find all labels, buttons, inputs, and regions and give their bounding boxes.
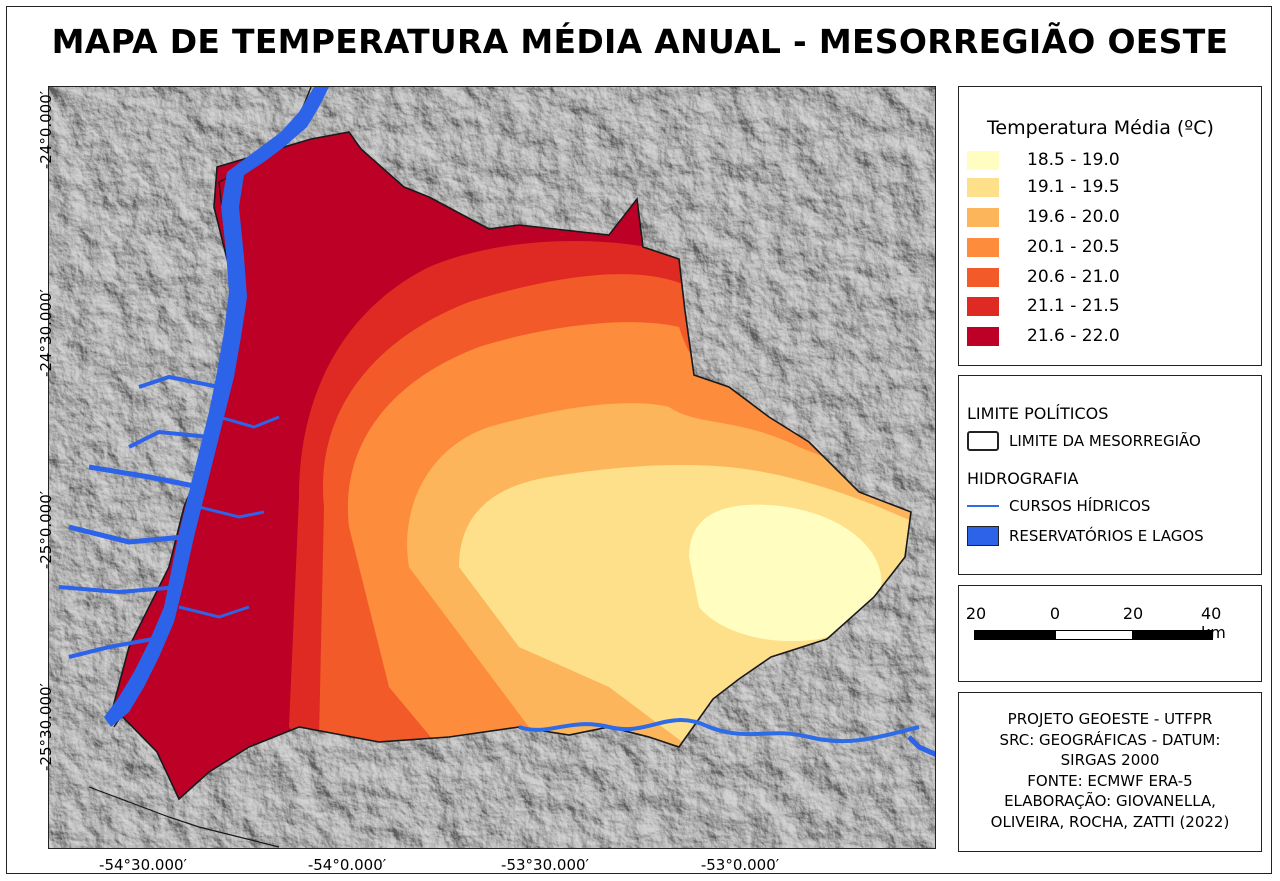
credit-line: OLIVEIRA, ROCHA, ZATTI (2022) <box>990 812 1230 831</box>
iguacu-river <box>518 717 920 744</box>
credit-line: FONTE: ECMWF ERA-5 <box>1027 771 1193 790</box>
temp-class-18.5-19.0 <box>689 504 882 642</box>
scale-bar-panel: 20 0 20 40 km <box>958 585 1262 682</box>
legend-label: 21.6 - 22.0 <box>1027 326 1120 346</box>
legend-item: 20.6 - 21.0 <box>967 266 1120 288</box>
lake-swatch <box>967 526 999 546</box>
credit-line: ELABORAÇÃO: GIOVANELLA, <box>1004 792 1216 810</box>
lakes-legend-item: RESERVATÓRIOS E LAGOS <box>967 526 1204 546</box>
y-tick-label: -25°30.000′ <box>37 683 55 771</box>
legend-label: 19.1 - 19.5 <box>1027 177 1120 197</box>
scale-label: 20 <box>1122 604 1144 623</box>
credits-panel: PROJETO GEOESTE - UTFPR SRC: GEOGRÁFICAS… <box>958 692 1262 852</box>
x-tick-label: -54°30.000′ <box>99 856 187 874</box>
legend-swatch <box>967 326 999 346</box>
legend-label: 21.1 - 21.5 <box>1027 296 1120 316</box>
legend-item: 21.6 - 22.0 <box>967 325 1120 347</box>
map-area[interactable] <box>48 86 936 849</box>
region-boundary <box>112 131 912 801</box>
boundary-label: LIMITE DA MESORREGIÃO <box>1009 432 1201 450</box>
symbols-legend: LIMITE POLÍTICOS LIMITE DA MESORREGIÃO H… <box>958 375 1262 575</box>
rivers-label: CURSOS HÍDRICOS <box>1009 497 1151 515</box>
legend-swatch <box>967 296 999 316</box>
rivers-legend-item: CURSOS HÍDRICOS <box>967 497 1150 515</box>
legend-item: 19.1 - 19.5 <box>967 176 1120 198</box>
legend-swatch <box>967 207 999 227</box>
legend-swatch <box>967 150 999 170</box>
boundary-legend-item: LIMITE DA MESORREGIÃO <box>967 431 1201 451</box>
legend-label: 18.5 - 19.0 <box>1027 150 1120 170</box>
scale-segment-dark <box>974 630 1055 640</box>
credit-line: SRC: GEOGRÁFICAS - DATUM: <box>999 730 1221 749</box>
legend-item: 18.5 - 19.0 <box>967 149 1120 171</box>
legend-swatch <box>967 177 999 197</box>
reservoir-east <box>907 735 935 757</box>
x-tick-label: -53°0.000′ <box>700 856 780 874</box>
scale-segment-light <box>1055 630 1133 640</box>
scale-label: 0 <box>1049 604 1061 623</box>
y-tick-label: -24°0.000′ <box>37 90 55 170</box>
lakes-label: RESERVATÓRIOS E LAGOS <box>1009 527 1204 545</box>
map-canvas <box>49 87 935 848</box>
scale-segment-dark <box>1133 630 1213 640</box>
legend-label: 20.1 - 20.5 <box>1027 237 1120 257</box>
x-tick-label: -53°30.000′ <box>501 856 589 874</box>
hydro-header: HIDROGRAFIA <box>967 469 1079 488</box>
legend-item: 19.6 - 20.0 <box>967 206 1120 228</box>
political-header: LIMITE POLÍTICOS <box>967 404 1109 423</box>
border-south <box>88 786 280 848</box>
itaipu-reservoir <box>104 87 329 727</box>
legend-item: 21.1 - 21.5 <box>967 295 1120 317</box>
legend-title: Temperatura Média (ºC) <box>987 117 1214 139</box>
y-tick-label: -24°30.000′ <box>37 289 55 377</box>
legend-swatch <box>967 267 999 287</box>
legend-item: 20.1 - 20.5 <box>967 236 1120 258</box>
y-tick-label: -25°0.000′ <box>37 490 55 570</box>
boundary-swatch <box>967 431 999 451</box>
legend-label: 20.6 - 21.0 <box>1027 267 1120 287</box>
map-title: MAPA DE TEMPERATURA MÉDIA ANUAL - MESORR… <box>51 22 1229 61</box>
river-line-icon <box>967 505 999 507</box>
credit-line: SIRGAS 2000 <box>1060 751 1160 769</box>
temperature-legend: Temperatura Média (ºC) 18.5 - 19.0 19.1 … <box>958 86 1262 366</box>
credit-line: PROJETO GEOESTE - UTFPR <box>1007 710 1213 728</box>
scale-label: 20 <box>965 604 987 623</box>
legend-label: 19.6 - 20.0 <box>1027 207 1120 227</box>
reservoir-arms <box>58 374 280 659</box>
map-frame <box>6 6 1272 874</box>
credits-text: PROJETO GEOESTE - UTFPR SRC: GEOGRÁFICAS… <box>959 709 1261 832</box>
legend-swatch <box>967 237 999 257</box>
x-tick-label: -54°0.000′ <box>307 856 387 874</box>
